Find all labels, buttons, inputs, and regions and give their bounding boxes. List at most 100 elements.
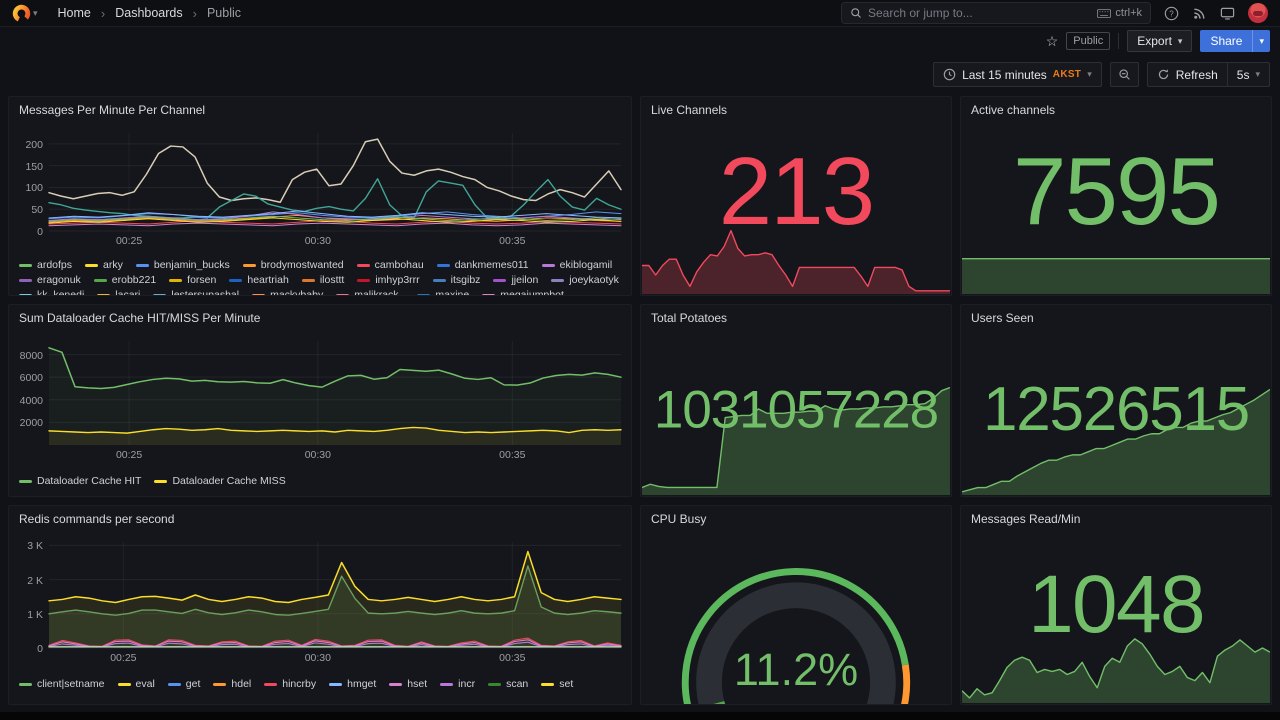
legend-item[interactable]: cambohau	[356, 259, 424, 271]
messages-read-value: 1048	[1028, 559, 1205, 650]
legend-swatch	[357, 278, 371, 282]
legend-swatch	[264, 682, 278, 686]
users-seen-value: 12526515	[983, 375, 1250, 445]
breadcrumb-current: Public	[206, 6, 242, 20]
legend-swatch	[252, 293, 266, 295]
user-avatar[interactable]	[1248, 3, 1268, 23]
legend-item[interactable]: heartriah	[229, 274, 289, 286]
total-potatoes-sparkline	[642, 383, 950, 495]
chevron-down-icon: ▾	[1177, 35, 1183, 46]
legend-item[interactable]: benjamin_bucks	[135, 259, 230, 271]
legend-item[interactable]: hmget	[329, 678, 376, 690]
panel-title[interactable]: Messages Read/Min	[971, 512, 1081, 526]
legend-item[interactable]: forsen	[169, 274, 216, 286]
legend-item[interactable]: eval	[117, 678, 155, 690]
panel-title[interactable]: Messages Per Minute Per Channel	[19, 103, 206, 117]
legend-swatch	[19, 278, 32, 282]
share-button[interactable]: Share ▾	[1200, 30, 1270, 52]
legend-item[interactable]: imhyp3rrr	[357, 274, 420, 286]
legend-swatch	[19, 293, 32, 295]
legend-swatch	[167, 682, 181, 686]
panel-title[interactable]: Live Channels	[651, 103, 728, 117]
refresh-button[interactable]: Refresh	[1148, 63, 1227, 86]
panel-title[interactable]: Users Seen	[971, 311, 1034, 325]
panel-title[interactable]: Active channels	[971, 103, 1056, 117]
panel-title[interactable]: Total Potatoes	[651, 311, 728, 325]
legend-swatch	[19, 682, 32, 686]
monitor-icon[interactable]	[1220, 6, 1235, 21]
time-range-picker[interactable]: Last 15 minutes AKST ▾	[933, 62, 1102, 87]
search-input[interactable]: Search or jump to... ctrl+k	[841, 2, 1151, 24]
breadcrumb-dashboards[interactable]: Dashboards	[115, 6, 183, 20]
legend-item[interactable]: incr	[440, 678, 475, 690]
breadcrumb: ▾ Home › Dashboards › Public	[12, 4, 241, 23]
legend-item[interactable]: megajumpbot	[482, 289, 564, 295]
legend-item[interactable]: ekiblogamil	[541, 259, 612, 271]
clock-icon	[943, 68, 956, 81]
refresh-interval-select[interactable]: 5s ▾	[1226, 63, 1269, 86]
grafana-logo-icon[interactable]	[12, 4, 31, 23]
org-switcher-caret-icon[interactable]: ▾	[33, 7, 38, 18]
legend-item[interactable]: erobb221	[93, 274, 156, 286]
legend-item[interactable]: mackybaby	[252, 289, 323, 295]
panel-active-channels: Active channels 7595	[960, 96, 1272, 296]
legend-item[interactable]: arky	[85, 259, 123, 271]
legend-item[interactable]: kk_kenedi	[19, 289, 84, 295]
search-placeholder: Search or jump to...	[868, 6, 973, 20]
legend-swatch	[541, 263, 555, 267]
help-icon[interactable]: ?	[1164, 6, 1179, 21]
active-channels-value: 7595	[1013, 138, 1221, 246]
legend-item[interactable]: brodymostwanted	[242, 259, 344, 271]
active-channels-sparkline	[962, 254, 1270, 294]
panel-title[interactable]: CPU Busy	[651, 512, 707, 526]
legend-swatch	[93, 278, 107, 282]
total-potatoes-value: 1031057228	[653, 380, 939, 440]
favorite-star-icon[interactable]: ☆	[1045, 33, 1059, 49]
breadcrumb-home[interactable]: Home	[57, 6, 91, 20]
panel-title[interactable]: Sum Dataloader Cache HIT/MISS Per Minute	[19, 311, 261, 325]
legend-item[interactable]: hincrby	[264, 678, 316, 690]
legend-item[interactable]: hset	[389, 678, 427, 690]
legend-swatch	[19, 479, 32, 483]
legend-item[interactable]: set	[541, 678, 573, 690]
legend-item[interactable]: jjeilon	[493, 274, 538, 286]
legend-swatch	[213, 682, 227, 686]
legend-item[interactable]: scan	[488, 678, 528, 690]
cpu-gauge: 11.2%	[641, 532, 951, 704]
panel-cpu-busy: CPU Busy 11.2%	[640, 505, 952, 705]
legend-item[interactable]: hdel	[213, 678, 251, 690]
legend-item[interactable]: joeykaotyk	[551, 274, 619, 286]
legend-item[interactable]: malikrack_	[336, 289, 404, 295]
legend-swatch	[432, 278, 446, 282]
legend-item[interactable]: dankmemes011	[436, 259, 529, 271]
messages-chart[interactable]: 0 50 100 150 200 00:25 00:30 00:35	[11, 127, 629, 249]
search-icon	[850, 7, 862, 19]
legend-item[interactable]: eragonuk	[19, 274, 81, 286]
visibility-badge: Public	[1066, 32, 1111, 50]
legend-item[interactable]: ilosttt	[301, 274, 344, 286]
legend-item[interactable]: ardofps	[19, 259, 72, 271]
news-icon[interactable]	[1192, 6, 1207, 21]
live-channels-sparkline	[642, 228, 950, 294]
legend-swatch	[436, 263, 450, 267]
legend-swatch	[117, 682, 131, 686]
legend-item[interactable]: maxine	[417, 289, 469, 295]
zoom-out-button[interactable]	[1109, 62, 1139, 87]
legend-item[interactable]: Dataloader Cache HIT	[19, 475, 141, 487]
legend-item[interactable]: get	[167, 678, 200, 690]
legend-item[interactable]: Dataloader Cache MISS	[154, 475, 286, 487]
keyboard-icon	[1097, 8, 1112, 18]
legend-item[interactable]: client|setname	[19, 678, 105, 690]
panel-title[interactable]: Redis commands per second	[19, 512, 175, 526]
messages-legend: ardofps arky benjamin_bucks brodymostwanted…	[19, 259, 625, 295]
legend-item[interactable]: itsgibz	[432, 274, 480, 286]
share-dropdown-caret-icon[interactable]: ▾	[1252, 30, 1270, 52]
export-button[interactable]: Export ▾	[1127, 30, 1193, 52]
legend-item[interactable]: lacari	[97, 289, 140, 295]
legend-swatch	[97, 293, 111, 295]
legend-item[interactable]: lestersupashal	[153, 289, 239, 295]
dataloader-chart[interactable]: 2000 4000 6000 8000 00:25 00:30 00:35	[11, 335, 629, 463]
legend-swatch	[329, 682, 343, 686]
